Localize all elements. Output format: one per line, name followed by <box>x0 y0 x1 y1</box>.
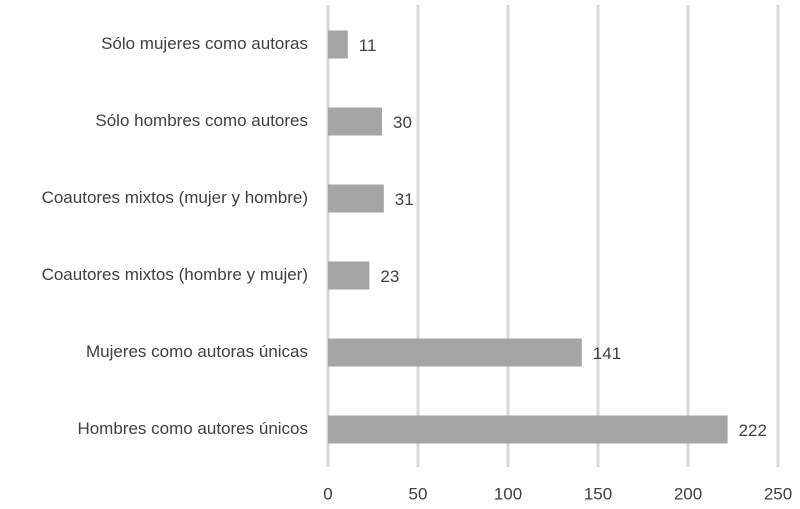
data-label: 222 <box>739 421 767 440</box>
x-tick-label: 50 <box>409 484 428 503</box>
x-tick-label: 0 <box>323 484 332 503</box>
bar <box>328 107 382 136</box>
bar <box>328 261 370 290</box>
y-tick-label: Coautores mixtos (hombre y mujer) <box>42 265 308 284</box>
y-tick-label: Sólo mujeres como autoras <box>101 34 308 53</box>
bar <box>328 184 384 213</box>
x-tick-label: 100 <box>494 484 522 503</box>
x-tick-label: 150 <box>584 484 612 503</box>
data-label: 141 <box>593 344 621 363</box>
data-label: 11 <box>359 36 377 55</box>
y-tick-label: Sólo hombres como autores <box>95 111 308 130</box>
data-label: 23 <box>380 267 399 286</box>
bar <box>328 338 582 367</box>
x-tick-label: 250 <box>764 484 792 503</box>
bar <box>328 415 728 444</box>
x-tick-label: 200 <box>674 484 702 503</box>
y-tick-label: Coautores mixtos (mujer y hombre) <box>42 188 308 207</box>
y-tick-label: Mujeres como autoras únicas <box>86 342 308 361</box>
data-label: 30 <box>393 113 412 132</box>
y-tick-label: Hombres como autores únicos <box>77 419 308 438</box>
bar <box>328 30 348 59</box>
data-label: 31 <box>395 190 414 209</box>
